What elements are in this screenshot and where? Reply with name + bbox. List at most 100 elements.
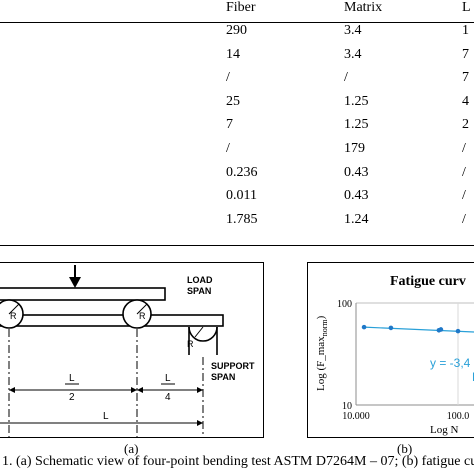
table-cell: 0.43 [344,164,369,180]
l4-numerator: L [165,373,171,384]
table-row: 25 1.25 4 [0,94,474,118]
table-cell: 1.25 [344,117,369,133]
x-tick-label: 100.0 [447,411,470,422]
fatigue-curve-chart: Fatigue curv 100 10 10.000 100.0 Log (F_… [307,262,474,438]
trend-r-squared: R [472,370,474,384]
y-axis-label-tail: ) [315,315,327,319]
table-cell: 7 [226,117,233,133]
y-axis-label-main: Log (F_max [315,336,327,391]
table-cell: 7 [462,46,469,62]
data-point [361,324,367,330]
table-cell: 14 [226,46,240,62]
trend-line [364,326,474,333]
x-axis-label: Log N [430,424,458,436]
load-roller-left [0,299,24,329]
table-cell: / [462,188,466,204]
table-cell [0,212,226,236]
radius-label: R [139,311,146,321]
figure-a-sublabel: (a) [124,441,139,456]
figure-caption: g. 1. (a) Schematic view of four-point b… [0,454,474,469]
table-cell: / [344,70,348,86]
y-tick-label: 100 [337,299,352,310]
table-cell: 1.785 [226,211,258,227]
dimension-arrow-icon [197,420,203,426]
table-cell [0,141,226,165]
y-axis-label-subscript: norm [320,319,329,337]
figure-b-sublabel: (b) [397,441,413,456]
dimension-arrow-icon [197,387,203,393]
load-beam [0,287,166,301]
table-cell: 3.4 [344,23,362,38]
properties-table: Fiber Matrix L 290 3.4 1 14 3.4 7 //7 25 1.25… [0,0,474,246]
y-axis-label: Log (F_maxnorm) [315,315,329,391]
table-cell: / [462,140,466,156]
table-cell: 3.4 [344,46,362,62]
table-row: 0.236 0.43 / [0,165,474,189]
table-row: 290 3.4 1 [0,23,474,47]
header-cell: Fiber [226,0,256,15]
table-cell: 0.43 [344,188,369,204]
load-arrow-icon [69,277,81,288]
table-header-row: Fiber Matrix L [0,0,474,23]
l4-denominator: 4 [165,392,171,403]
table-cell: 179 [344,140,365,156]
trend-line-group [364,326,474,333]
table-row: / 179 / [0,141,474,165]
l2-denominator: 2 [69,392,75,403]
table-cell: 25 [226,93,240,109]
table-cell: 2 [462,117,469,133]
table-cell [0,70,226,94]
header-cell: L [462,0,471,15]
table-rule-top [0,22,474,23]
table-row: 1.785 1.24 / [0,212,474,236]
table-cell: 1 [462,23,469,38]
table-row: / / 7 [0,70,474,94]
data-points-group [361,324,461,334]
table-cell: 290 [226,23,247,38]
table-rule-bottom [0,245,474,246]
support-roller [188,326,218,342]
radius-line [194,326,204,338]
table-cell: 0.236 [226,164,258,180]
table-cell [0,165,226,189]
table-cell: / [226,70,230,86]
dimension-arrow-icon [131,387,137,393]
l2-numerator: L [69,373,75,384]
dimension-arrow-icon [137,387,143,393]
table-cell: 1.24 [344,211,369,227]
chart-title: Fatigue curv [390,274,466,289]
header-cell: Matrix [344,0,383,15]
radius-label: R [187,339,194,349]
load-span-label: LOAD [187,275,213,285]
specimen-beam [0,314,224,327]
table-cell [0,188,226,212]
table-row: 7 1.25 2 [0,117,474,141]
table-cell [0,23,226,47]
l-label: L [103,411,109,422]
load-span-label: SPAN [187,286,211,296]
fatigue-chart-svg: Fatigue curv 100 10 10.000 100.0 Log (F_… [315,274,474,436]
table-cell: / [462,211,466,227]
support-span-label: SUPPORT [211,361,255,371]
properties-table-grid: Fiber Matrix L 290 3.4 1 14 3.4 7 //7 25 1.25… [0,0,474,235]
table-row: 0.011 0.43 / [0,188,474,212]
table-cell: / [462,164,466,180]
dimension-arrow-icon [9,387,15,393]
data-point [455,328,461,334]
table-cell: 7 [462,70,469,86]
data-point [438,327,444,332]
data-point [388,325,394,331]
support-span-label: SPAN [211,372,235,382]
y-tick-label: 10 [342,401,352,412]
x-tick-label: 10.000 [342,411,370,422]
table-cell: 4 [462,93,469,109]
header-cell [0,0,226,23]
table-cell [0,47,226,71]
four-point-bending-schematic: R R R LOAD SPAN SUPPORT SPAN L 2 L 4 [0,262,264,438]
radius-label: R [10,311,17,321]
table-row: 14 3.4 7 [0,47,474,71]
bending-diagram: R R R LOAD SPAN SUPPORT SPAN L 2 L 4 [0,265,255,437]
table-cell: / [226,140,230,156]
radius-line [8,303,20,315]
table-cell [0,117,226,141]
